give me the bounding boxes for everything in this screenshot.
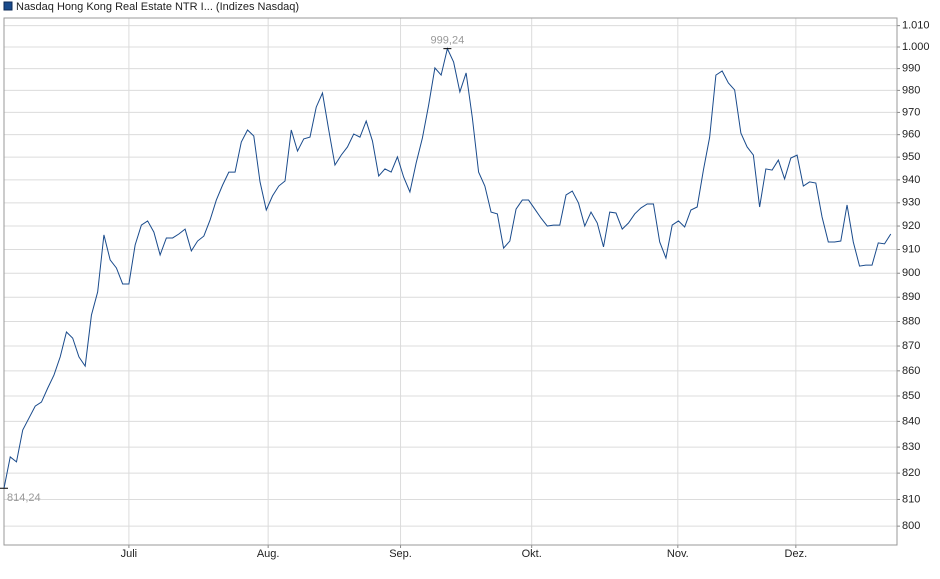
y-tick-label: 980 [902,84,920,96]
min-label: 814,24 [7,492,41,504]
y-tick-label: 970 [902,106,920,118]
x-tick-label: Aug. [257,548,280,560]
y-tick-label: 800 [902,520,920,532]
y-tick-label: 1.000 [902,41,930,53]
y-tick-label: 1.010 [902,20,930,32]
x-tick-label: Juli [121,548,138,560]
y-tick-label: 850 [902,390,920,402]
y-tick-label: 830 [902,441,920,453]
y-tick-label: 870 [902,340,920,352]
y-tick-label: 810 [902,493,920,505]
y-tick-label: 900 [902,267,920,279]
y-tick-label: 930 [902,197,920,209]
legend-label: Nasdaq Hong Kong Real Estate NTR I... (I… [16,1,299,13]
y-tick-label: 940 [902,174,920,186]
plot-frame [3,17,898,546]
y-tick-label: 840 [902,415,920,427]
max-label: 999,24 [431,35,465,47]
y-tick-label: 960 [902,129,920,141]
x-tick-label: Sep. [389,548,412,560]
y-tick-label: 950 [902,151,920,163]
x-tick-label: Nov. [667,548,689,560]
y-tick-label: 920 [902,220,920,232]
y-tick-label: 880 [902,315,920,327]
x-tick-label: Okt. [522,548,542,560]
y-tick-label: 910 [902,243,920,255]
plot-area [4,18,897,545]
y-tick-label: 860 [902,365,920,377]
legend-swatch [3,1,13,11]
y-tick-label: 890 [902,291,920,303]
y-tick-label: 990 [902,62,920,74]
x-tick-label: Dez. [785,548,808,560]
y-tick-label: 820 [902,467,920,479]
